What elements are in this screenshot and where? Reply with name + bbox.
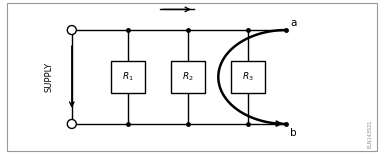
Text: $R_{2}$: $R_{2}$ [182, 71, 194, 83]
Text: ELN143521: ELN143521 [368, 120, 373, 148]
Text: SUPPLY: SUPPLY [45, 62, 54, 92]
Bar [232, 61, 265, 93]
Text: $R_{3}$: $R_{3}$ [242, 71, 254, 83]
Text: $R_{1}$: $R_{1}$ [122, 71, 134, 83]
Circle shape [67, 120, 76, 128]
Text: a: a [290, 18, 297, 28]
Circle shape [67, 26, 76, 34]
Text: b: b [290, 128, 297, 138]
Bar [171, 61, 205, 93]
Bar [111, 61, 145, 93]
